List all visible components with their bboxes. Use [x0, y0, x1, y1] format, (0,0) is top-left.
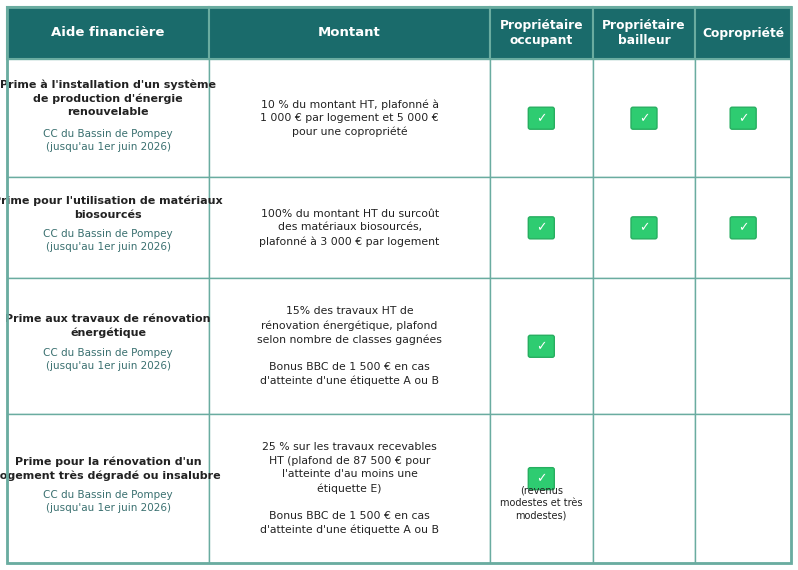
Text: Prime pour l'utilisation de matériaux
biosourcés: Prime pour l'utilisation de matériaux bi…	[0, 196, 223, 219]
Text: ✓: ✓	[638, 221, 650, 234]
Bar	[593, 7, 695, 59]
Bar	[7, 177, 209, 278]
FancyBboxPatch shape	[528, 335, 555, 357]
Text: ✓: ✓	[738, 112, 749, 125]
Text: CC du Bassin de Pompey
(jusqu'au 1er juin 2026): CC du Bassin de Pompey (jusqu'au 1er jui…	[43, 490, 173, 513]
Text: ✓: ✓	[536, 221, 547, 234]
Bar	[593, 278, 695, 414]
Text: ✓: ✓	[638, 112, 650, 125]
Bar	[695, 59, 791, 177]
FancyBboxPatch shape	[631, 107, 657, 129]
Text: CC du Bassin de Pompey
(jusqu'au 1er juin 2026): CC du Bassin de Pompey (jusqu'au 1er jui…	[43, 348, 173, 371]
FancyBboxPatch shape	[528, 217, 555, 239]
Bar	[7, 7, 209, 59]
Bar	[593, 59, 695, 177]
Bar	[593, 177, 695, 278]
Bar	[695, 7, 791, 59]
Bar	[209, 177, 490, 278]
Text: Propriétaire
bailleur: Propriétaire bailleur	[602, 19, 685, 47]
FancyBboxPatch shape	[528, 107, 555, 129]
Text: Aide financière: Aide financière	[51, 26, 165, 39]
Bar	[490, 7, 593, 59]
Bar	[695, 414, 791, 563]
Text: ✓: ✓	[536, 112, 547, 125]
Bar	[209, 414, 490, 563]
Text: (revenus
modestes et très
modestes): (revenus modestes et très modestes)	[500, 485, 583, 520]
Text: 15% des travaux HT de
rénovation énergétique, plafond
selon nombre de classes ga: 15% des travaux HT de rénovation énergét…	[257, 306, 442, 386]
Text: Montant: Montant	[318, 26, 381, 39]
Bar	[209, 7, 490, 59]
Text: 100% du montant HT du surcoût
des matériaux biosourcés,
plafonné à 3 000 € par l: 100% du montant HT du surcoût des matéri…	[259, 209, 440, 247]
Text: Prime aux travaux de rénovation
énergétique: Prime aux travaux de rénovation énergéti…	[6, 314, 211, 338]
Text: 25 % sur les travaux recevables
HT (plafond de 87 500 € pour
l'atteinte d'au moi: 25 % sur les travaux recevables HT (plaf…	[260, 442, 439, 535]
Bar	[490, 59, 593, 177]
Bar	[695, 177, 791, 278]
Bar	[209, 278, 490, 414]
Text: ✓: ✓	[536, 472, 547, 485]
Text: Prime pour la rénovation d'un
logement très dégradé ou insalubre: Prime pour la rénovation d'un logement t…	[0, 457, 220, 481]
Text: Copropriété: Copropriété	[702, 26, 784, 39]
FancyBboxPatch shape	[528, 467, 555, 490]
Bar	[695, 278, 791, 414]
Text: ✓: ✓	[536, 340, 547, 353]
Text: CC du Bassin de Pompey
(jusqu'au 1er juin 2026): CC du Bassin de Pompey (jusqu'au 1er jui…	[43, 129, 173, 152]
FancyBboxPatch shape	[730, 217, 757, 239]
FancyBboxPatch shape	[631, 217, 657, 239]
Text: Prime à l'installation d'un système
de production d'énergie
renouvelable: Prime à l'installation d'un système de p…	[0, 79, 216, 117]
FancyBboxPatch shape	[730, 107, 757, 129]
Text: ✓: ✓	[738, 221, 749, 234]
Bar	[593, 414, 695, 563]
Text: Propriétaire
occupant: Propriétaire occupant	[500, 19, 583, 47]
Bar	[7, 59, 209, 177]
Text: 10 % du montant HT, plafonné à
1 000 € par logement et 5 000 €
pour une copropri: 10 % du montant HT, plafonné à 1 000 € p…	[260, 99, 439, 137]
Bar	[209, 59, 490, 177]
Bar	[490, 278, 593, 414]
Bar	[7, 278, 209, 414]
Bar	[490, 177, 593, 278]
Bar	[490, 414, 593, 563]
Bar	[7, 414, 209, 563]
Text: CC du Bassin de Pompey
(jusqu'au 1er juin 2026): CC du Bassin de Pompey (jusqu'au 1er jui…	[43, 229, 173, 253]
